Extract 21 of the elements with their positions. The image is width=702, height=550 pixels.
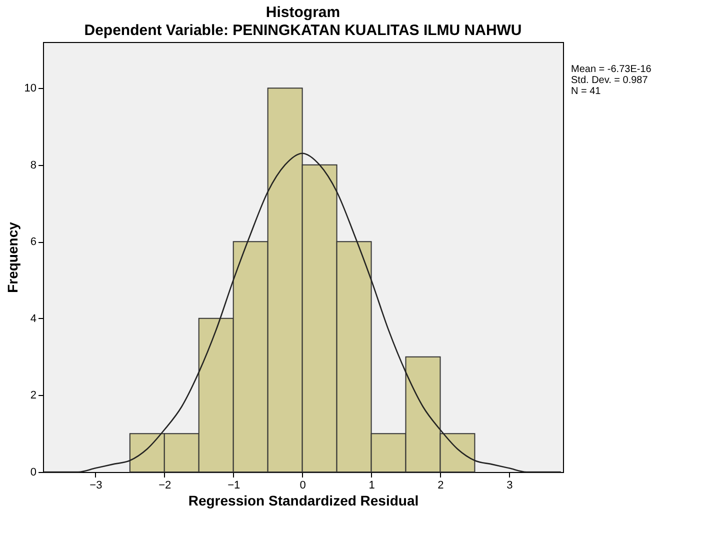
- x-tick-label: 2: [438, 480, 444, 492]
- x-tick-label: −2: [158, 480, 172, 492]
- text: Std. Dev. = 0.987: [571, 75, 648, 86]
- y-axis-title: Frequency: [4, 222, 20, 293]
- text: Mean = -6.73E-16: [571, 64, 652, 75]
- chart-subtitle: Dependent Variable: PENINGKATAN KUALITAS ILMU NAHWU: [84, 22, 522, 39]
- x-tick-label: −3: [90, 480, 102, 492]
- y-tick-label: 10: [24, 82, 36, 95]
- x-axis-title: Regression Standardized Residual: [188, 492, 419, 508]
- y-tick-label: 6: [30, 236, 36, 248]
- y-tick-label: 4: [30, 312, 36, 325]
- line-series: [43, 152, 562, 473]
- y-tick-label: 8: [30, 159, 36, 172]
- y-tick-label: 0: [30, 466, 36, 478]
- x-tick-label: 1: [368, 480, 375, 492]
- x-tick-label: −1: [228, 480, 240, 492]
- y-tick-label: 2: [30, 390, 36, 402]
- chart-title: Histogram: [266, 4, 340, 21]
- x-tick-label: 0: [300, 480, 306, 492]
- x-tick-label: 3: [506, 480, 513, 492]
- text: N = 41: [571, 86, 602, 97]
